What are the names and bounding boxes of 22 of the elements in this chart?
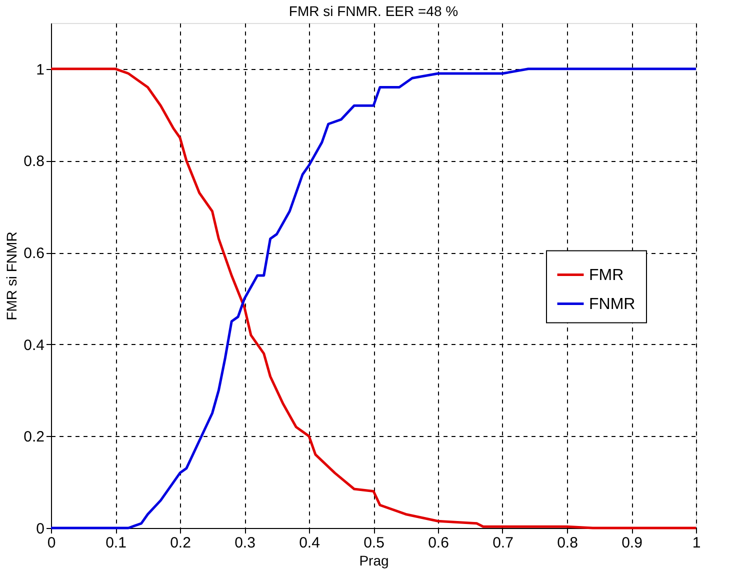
x-tick-label: 0 [47, 534, 56, 552]
y-tick-label: 0.8 [24, 153, 44, 170]
x-tick-label: 0.8 [557, 534, 578, 552]
x-tick-label: 0.4 [299, 534, 320, 552]
chart-title: FMR si FNMR. EER =48 % [288, 3, 458, 19]
x-tick-label: 0.5 [364, 534, 384, 552]
x-tick-label: 1 [692, 534, 701, 552]
x-tick-label: 0.3 [234, 534, 256, 552]
x-axis-title: Prag [359, 552, 389, 568]
x-tick-label: 0.6 [428, 534, 449, 552]
x-tick-label: 0.2 [170, 534, 191, 552]
x-tick-label: 0.1 [106, 534, 126, 552]
y-tick-label: 0.6 [24, 245, 44, 262]
legend-label: FMR [589, 266, 624, 284]
legend-label: FNMR [589, 296, 636, 313]
y-axis-title: FMR si FNMR [4, 232, 20, 320]
y-tick-label: 0.4 [24, 336, 44, 354]
y-tick-label: 1 [36, 61, 44, 78]
x-tick-label: 0.9 [622, 534, 642, 552]
x-tick-label: 0.7 [492, 534, 514, 552]
y-tick-label: 0 [36, 520, 44, 538]
y-tick-label: 0.2 [24, 428, 44, 446]
